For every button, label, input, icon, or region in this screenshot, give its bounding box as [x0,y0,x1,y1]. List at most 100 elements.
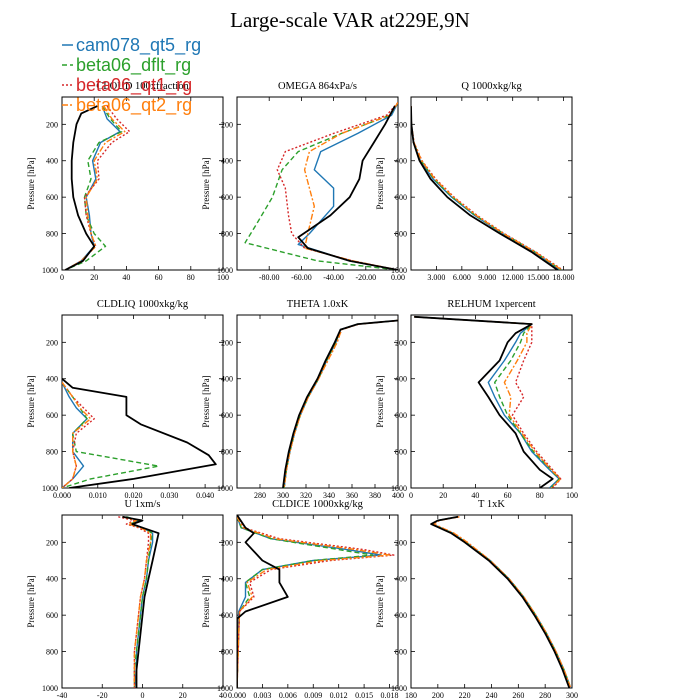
y-tick-label: 400 [46,575,58,584]
series-group [282,319,398,488]
y-tick-label: 1000 [217,684,233,693]
series-line-reference [430,515,571,688]
series-line-beta06_qt2_rg [64,105,126,270]
y-tick-label: 800 [221,448,233,457]
figure-title: Large-scale VAR at229E,9N [230,8,470,32]
y-tick-label: 800 [221,648,233,657]
series-line-beta06_qt2_rg [414,316,562,488]
panel-title: CLDICE 1000xkg/kg [272,499,363,510]
y-tick-label: 600 [46,611,58,620]
series-line-beta06_qt1_rg [411,106,564,270]
y-axis-label: Pressure [hPa] [201,575,211,627]
legend-label: beta06_dflt_rg [76,55,191,76]
series-line-beta06_dflt_rg [414,316,560,488]
series-group [118,515,160,688]
x-tick-label: 300 [566,691,578,700]
y-axis-label: Pressure [hPa] [201,375,211,427]
plot-frame [236,514,399,689]
panel-title: OMEGA 864xPa/s [278,81,357,92]
x-tick-label: 360 [346,491,358,500]
y-tick-label: 800 [395,448,407,457]
y-tick-label: 800 [46,648,58,657]
y-axis-label: Pressure [hPa] [375,157,385,209]
plot-frame [410,514,573,689]
legend: cam078_qt5_rgbeta06_dflt_rgbeta06_qt1_rg… [62,35,201,116]
x-tick-label: 0 [60,273,64,282]
y-axis-label: Pressure [hPa] [375,375,385,427]
x-tick-label: 0.000 [228,691,246,700]
series-line-cam078_qt5_rg [414,316,560,488]
plot-frame [61,314,224,489]
y-tick-label: 800 [395,648,407,657]
plot-frame [410,314,573,489]
y-tick-label: 200 [221,338,233,347]
legend-label: beta06_qt1_rg [76,75,192,96]
x-tick-label: 0.012 [330,691,348,700]
series-group [62,378,217,488]
x-tick-label: -60.00 [291,273,312,282]
panel-title: CLOUD 100xfraction [96,81,189,92]
x-tick-label: 0.010 [89,491,107,500]
x-tick-label: 260 [512,691,524,700]
series-line-reference [62,378,217,488]
x-tick-label: 20 [90,273,98,282]
plot-frame [236,314,399,489]
series-group [411,106,564,270]
x-tick-label: 0 [409,491,413,500]
y-tick-label: 600 [46,411,58,420]
series-group [64,105,131,270]
y-tick-label: 600 [395,611,407,620]
x-tick-label: 80 [536,491,544,500]
series-line-beta06_qt1_rg [433,516,572,688]
series-line-beta06_qt1_rg [414,316,562,488]
y-tick-label: 800 [221,230,233,239]
x-tick-label: 100 [566,491,578,500]
x-tick-label: 240 [486,691,498,700]
y-tick-label: 1000 [42,266,58,275]
x-tick-label: 12.000 [502,273,524,282]
y-tick-label: 800 [395,230,407,239]
panel-2: OMEGA 864xPa/s Pressure [hPa] 200 400 600 800… [201,81,405,282]
y-axis-label: Pressure [hPa] [26,375,36,427]
y-axis-label: Pressure [hPa] [201,157,211,209]
x-tick-label: -20 [97,691,108,700]
x-tick-label: 200 [432,691,444,700]
panel-8: CLDICE 1000xkg/kg Pressure [hPa] 200 400 600… [201,499,399,700]
x-tick-label: 0.009 [304,691,322,700]
plot-frame [61,96,224,271]
y-tick-label: 400 [221,157,233,166]
x-tick-label: 340 [323,491,335,500]
x-tick-label: 0 [141,691,145,700]
x-tick-label: 400 [392,491,404,500]
series-line-beta06_dflt_rg [237,516,374,688]
series-line-beta06_qt2_rg [62,381,92,488]
y-tick-label: 800 [46,448,58,457]
panel-title: CLDLIQ 1000xkg/kg [97,299,189,310]
plot-frame [236,96,399,271]
y-axis-label: Pressure [hPa] [26,575,36,627]
x-tick-label: 0.040 [196,491,214,500]
x-tick-label: 0.020 [125,491,143,500]
x-tick-label: 3.000 [427,273,445,282]
series-line-beta06_dflt_rg [126,516,154,688]
series-line-reference [237,515,289,688]
series-line-beta06_qt1_rg [237,516,395,688]
series-line-reference [64,105,98,270]
y-tick-label: 200 [46,338,58,347]
y-tick-label: 200 [221,538,233,547]
x-tick-label: -40 [57,691,68,700]
y-tick-label: 600 [221,611,233,620]
series-line-cam078_qt5_rg [237,516,382,688]
x-tick-label: 220 [459,691,471,700]
panel-title: THETA 1.0xK [287,299,349,310]
x-tick-label: 300 [277,491,289,500]
y-tick-label: 600 [221,193,233,202]
y-tick-label: 200 [395,120,407,129]
plot-frame [410,96,573,271]
y-tick-label: 1000 [391,684,407,693]
